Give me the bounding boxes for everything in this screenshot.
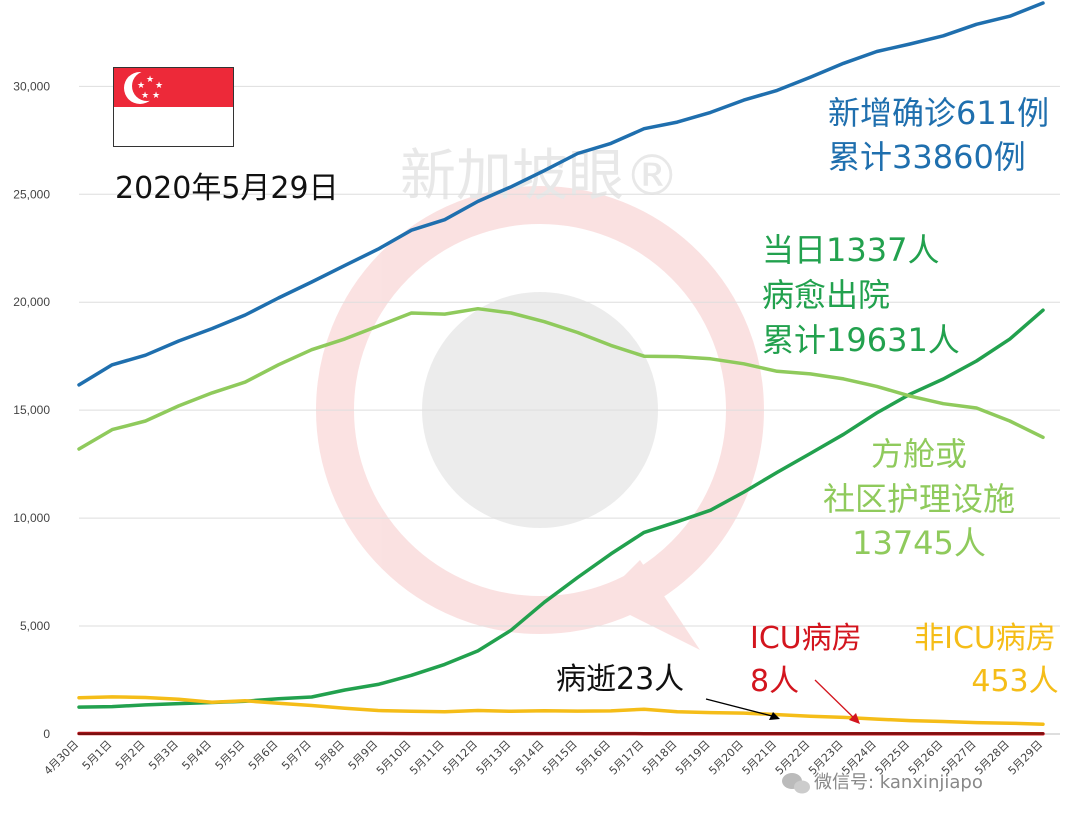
deaths-arrow-head — [769, 712, 780, 720]
flag-star-icon: ★ — [155, 81, 164, 91]
deaths-arrow-line — [705, 698, 777, 718]
x-tick-label: 5月1日 — [80, 738, 115, 773]
flag-star-icon: ★ — [146, 75, 155, 85]
series-line-non_icu — [77, 695, 1045, 726]
deaths-annotation: 病逝23人 — [556, 662, 684, 697]
non-icu-label-title: 非ICU病房 — [914, 621, 1056, 656]
watermark-tail — [600, 560, 700, 650]
deaths-label: 病逝23人 — [556, 662, 684, 697]
series-lines — [77, 1, 1045, 736]
x-tick-label: 5月11日 — [407, 738, 447, 778]
singapore-flag: ★ ★ ★ ★ ★ — [113, 67, 234, 147]
watermark: 新加坡眼® — [316, 144, 764, 650]
x-tick-label: 5月15日 — [540, 738, 580, 778]
confirmed-label-total: 累计33860例 — [828, 138, 1026, 176]
icu-label-count: 8人 — [750, 664, 799, 699]
community-label-1: 方舱或 — [871, 435, 967, 473]
date-label: 2020年5月29日 — [115, 171, 339, 206]
icu-annotation: ICU病房 8人 — [750, 621, 862, 699]
non-icu-annotation: 非ICU病房 453人 — [914, 621, 1059, 699]
annotation-arrows — [705, 679, 860, 724]
x-tick-label: 5月3日 — [146, 738, 181, 773]
x-tick-label: 5月17日 — [607, 738, 647, 778]
wechat-icon-bubble — [794, 780, 810, 794]
y-tick-label: 30,000 — [13, 79, 50, 93]
flag-crescent-cut — [132, 71, 162, 101]
community-label-3: 13745人 — [852, 524, 986, 562]
flag-white-band — [114, 107, 233, 146]
community-annotation: 方舱或 社区护理设施 13745人 — [823, 435, 1015, 562]
x-tick-label: 5月12日 — [440, 738, 480, 778]
x-tick-label: 5月21日 — [740, 738, 780, 778]
discharged-label-today: 当日1337人 — [762, 231, 939, 269]
discharged-label-total: 累计19631人 — [762, 321, 960, 359]
y-tick-label: 5,000 — [20, 619, 50, 633]
community-label-2: 社区护理设施 — [823, 480, 1015, 518]
y-tick-label: 0 — [43, 727, 50, 741]
x-tick-label: 5月14日 — [507, 738, 547, 778]
discharged-label-desc: 病愈出院 — [762, 276, 890, 314]
x-tick-label: 5月20日 — [706, 738, 746, 778]
flag-red-band: ★ ★ ★ ★ ★ — [114, 68, 233, 107]
y-tick-label: 10,000 — [13, 511, 50, 525]
x-tick-label: 5月6日 — [246, 738, 281, 773]
x-tick-label: 5月29日 — [1006, 738, 1046, 778]
x-tick-label: 5月19日 — [673, 738, 713, 778]
wechat-label: 微信号: kanxinjiapo — [814, 772, 983, 793]
x-tick-label: 5月10日 — [374, 738, 414, 778]
icu-arrow-line — [814, 679, 857, 721]
y-tick-label: 15,000 — [13, 403, 50, 417]
x-tick-label: 5月8日 — [312, 738, 347, 773]
series-line-community — [77, 306, 1045, 451]
flag-star-icon: ★ — [152, 91, 161, 101]
icu-label-title: ICU病房 — [750, 621, 862, 656]
x-tick-label: 5月4日 — [179, 738, 214, 773]
confirmed-label-new: 新增确诊611例 — [828, 94, 1049, 132]
x-tick-label: 5月5日 — [213, 738, 248, 773]
x-tick-label: 5月7日 — [279, 738, 314, 773]
x-tick-label: 5月13日 — [474, 738, 514, 778]
gridlines — [79, 85, 1060, 735]
series-line-confirmed — [77, 1, 1045, 387]
x-tick-label: 5月18日 — [640, 738, 680, 778]
x-tick-label: 4月30日 — [42, 738, 82, 778]
flag-star-icon: ★ — [137, 81, 146, 91]
confirmed-annotation: 新增确诊611例 累计33860例 — [828, 94, 1049, 176]
x-tick-label: 5月16日 — [573, 738, 613, 778]
y-tick-label: 25,000 — [13, 187, 50, 201]
non-icu-label-count: 453人 — [971, 664, 1058, 699]
flag-star-icon: ★ — [141, 91, 150, 101]
discharged-annotation: 当日1337人 病愈出院 累计19631人 — [762, 231, 960, 359]
y-tick-label: 20,000 — [13, 295, 50, 309]
y-axis-ticks: 0 5,000 10,000 15,000 20,000 25,000 30,000 — [13, 79, 50, 741]
wechat-badge: 微信号: kanxinjiapo — [782, 772, 983, 794]
x-tick-label: 5月22日 — [773, 738, 813, 778]
icu-arrow-head — [849, 713, 860, 724]
watermark-text: 新加坡眼® — [400, 144, 680, 209]
x-tick-label: 5月2日 — [113, 738, 148, 773]
